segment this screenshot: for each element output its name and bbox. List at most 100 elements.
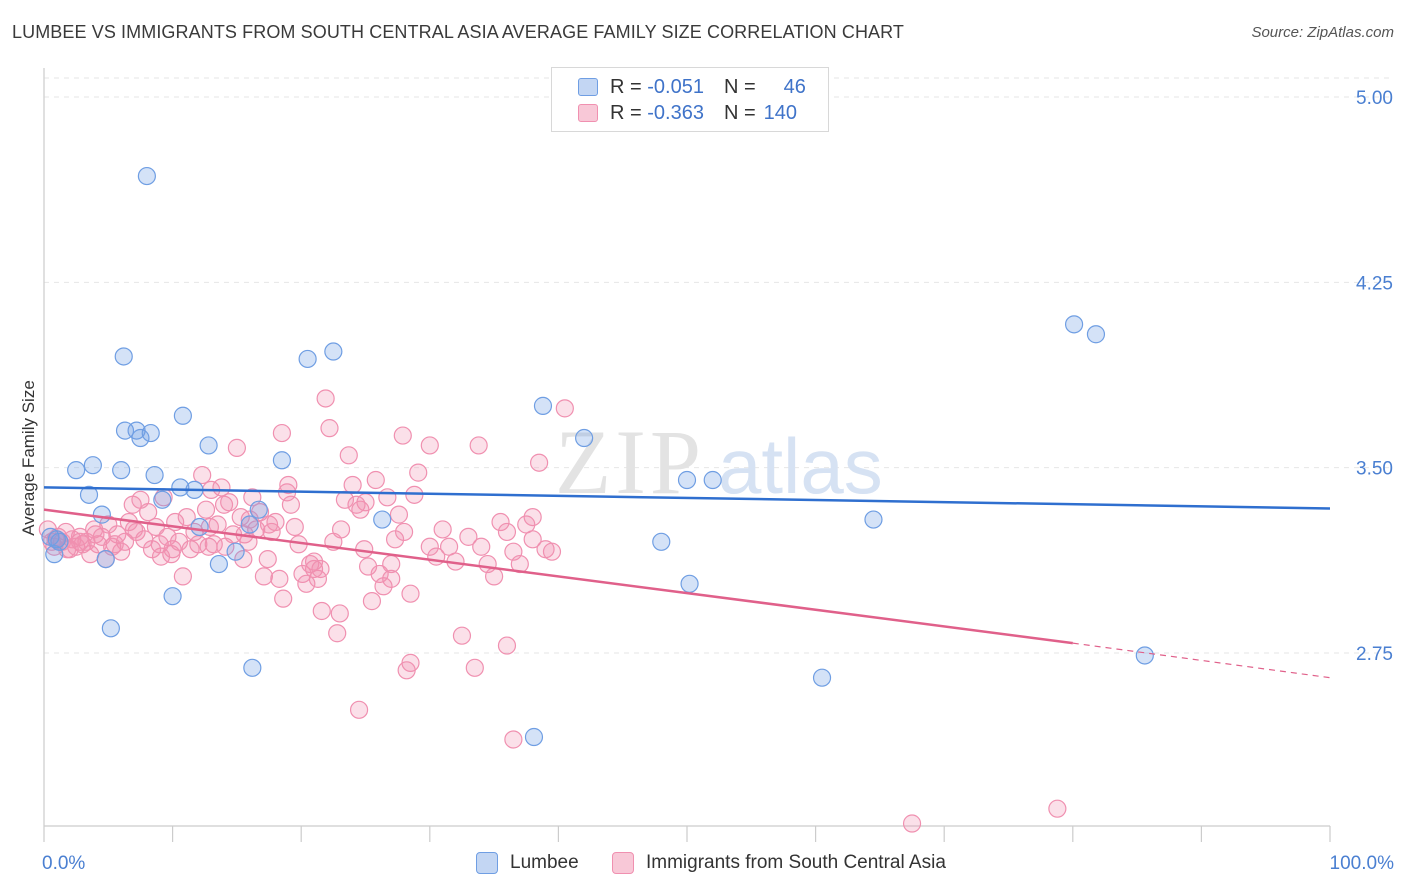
immigrants-point bbox=[389, 505, 409, 524]
lumbee-point bbox=[67, 461, 86, 480]
immigrants-point bbox=[452, 626, 472, 645]
lumbee-point bbox=[101, 619, 120, 638]
series-lumbee-points bbox=[41, 166, 1154, 747]
immigrants-point bbox=[465, 658, 484, 677]
lumbee-point bbox=[1135, 646, 1154, 665]
immigrants-point bbox=[270, 569, 289, 588]
immigrants-point bbox=[139, 503, 158, 522]
immigrants-point bbox=[374, 577, 393, 596]
immigrants-point bbox=[304, 559, 324, 579]
immigrants-point bbox=[382, 569, 401, 588]
lumbee-point bbox=[83, 456, 102, 475]
immigrants-point bbox=[405, 485, 424, 504]
lumbee-point bbox=[677, 470, 697, 490]
lumbee-point bbox=[112, 461, 131, 480]
legend-swatch-blue bbox=[578, 78, 598, 96]
immigrants-point bbox=[504, 730, 523, 749]
immigrants-point bbox=[420, 537, 439, 556]
trend-lines bbox=[43, 486, 1331, 679]
y-axis-label: Average Family Size bbox=[19, 380, 38, 536]
x-tick-label-right: 100.0% bbox=[1330, 853, 1395, 874]
immigrants-point bbox=[523, 530, 542, 549]
lumbee-point bbox=[209, 554, 228, 574]
immigrants-point bbox=[394, 522, 414, 542]
lumbee-point bbox=[114, 347, 133, 366]
immigrants-point bbox=[151, 547, 171, 566]
lumbee-point bbox=[240, 515, 259, 534]
lumbee-point bbox=[145, 465, 164, 485]
lumbee-point bbox=[812, 668, 832, 687]
watermark-atlas: atlas bbox=[718, 422, 883, 510]
legend-r-label: R = bbox=[610, 75, 642, 98]
immigrants-point bbox=[177, 507, 196, 527]
lumbee-point bbox=[575, 428, 594, 448]
lumbee-point bbox=[141, 423, 160, 443]
lumbee-point bbox=[298, 349, 317, 369]
immigrants-point bbox=[234, 549, 253, 569]
immigrants-point bbox=[297, 574, 316, 593]
lumbee-point bbox=[163, 587, 182, 606]
immigrants-point bbox=[312, 601, 331, 621]
lumbee-point bbox=[137, 166, 156, 186]
legend-swatch-pink bbox=[578, 104, 598, 122]
immigrants-point bbox=[193, 465, 212, 485]
series-legend-immigrants: Immigrants from South Central Asia bbox=[612, 852, 946, 874]
lumbee-point bbox=[50, 532, 69, 551]
lumbee-point bbox=[524, 727, 544, 747]
immigrants-point bbox=[196, 500, 216, 519]
immigrants-point bbox=[316, 389, 335, 408]
immigrants-point bbox=[485, 567, 504, 586]
immigrants-point bbox=[320, 419, 339, 438]
immigrants-point bbox=[542, 542, 562, 561]
immigrants-point bbox=[99, 515, 118, 534]
lumbee-trend-line bbox=[43, 486, 1331, 510]
immigrants-point bbox=[304, 552, 324, 571]
series-legend-swatch-pink bbox=[612, 852, 634, 874]
immigrants-point bbox=[311, 559, 330, 579]
series-legend-label: Lumbee bbox=[510, 852, 579, 873]
immigrants-point bbox=[472, 537, 491, 556]
immigrants-point bbox=[254, 567, 274, 586]
immigrants-point bbox=[902, 814, 922, 833]
legend-n-label: N = bbox=[723, 75, 756, 98]
immigrants-point bbox=[240, 510, 259, 529]
immigrants-point bbox=[274, 589, 293, 608]
immigrants-point bbox=[1048, 799, 1067, 818]
immigrants-point bbox=[330, 604, 349, 623]
lumbee-point bbox=[864, 510, 883, 529]
lumbee-point bbox=[1064, 315, 1084, 334]
lumbee-point bbox=[173, 406, 192, 425]
lumbee-point bbox=[92, 505, 111, 524]
series-legend-label: Immigrants from South Central Asia bbox=[646, 852, 946, 873]
legend-r-value: -0.363 bbox=[647, 101, 704, 124]
chart-title: LUMBEE VS IMMIGRANTS FROM SOUTH CENTRAL … bbox=[12, 22, 905, 42]
immigrants-point bbox=[331, 520, 351, 539]
immigrants-point bbox=[328, 624, 347, 643]
x-tick-label-left: 0.0% bbox=[42, 853, 85, 874]
immigrants-point bbox=[469, 436, 488, 455]
legend-row-lumbee: R = -0.051 N = 46 bbox=[578, 75, 806, 99]
lumbee-point bbox=[96, 549, 115, 569]
immigrants-point bbox=[459, 527, 478, 546]
immigrants-point bbox=[382, 554, 401, 574]
immigrants-point bbox=[227, 438, 246, 457]
immigrants-trend-extension bbox=[1072, 642, 1331, 679]
immigrants-point bbox=[362, 592, 382, 611]
immigrants-point bbox=[401, 584, 420, 603]
lumbee-point bbox=[1086, 325, 1106, 344]
immigrants-point bbox=[281, 495, 301, 514]
lumbee-point bbox=[127, 421, 146, 440]
lumbee-point bbox=[243, 658, 262, 677]
lumbee-point bbox=[373, 510, 392, 529]
series-legend: Lumbee Immigrants from South Central Asi… bbox=[0, 850, 1406, 880]
immigrants-point bbox=[259, 515, 279, 534]
legend-n-label: N = bbox=[723, 101, 756, 124]
legend-r-value: -0.051 bbox=[647, 75, 704, 98]
immigrants-point bbox=[433, 520, 452, 539]
immigrants-point bbox=[497, 522, 517, 542]
lumbee-point bbox=[652, 532, 671, 551]
legend-n-value: 140 bbox=[763, 101, 798, 124]
immigrants-point bbox=[530, 453, 549, 472]
immigrants-point bbox=[497, 636, 517, 655]
